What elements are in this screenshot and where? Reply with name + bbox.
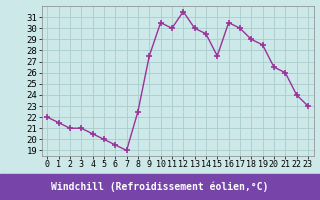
Text: Windchill (Refroidissement éolien,°C): Windchill (Refroidissement éolien,°C) bbox=[51, 182, 269, 192]
